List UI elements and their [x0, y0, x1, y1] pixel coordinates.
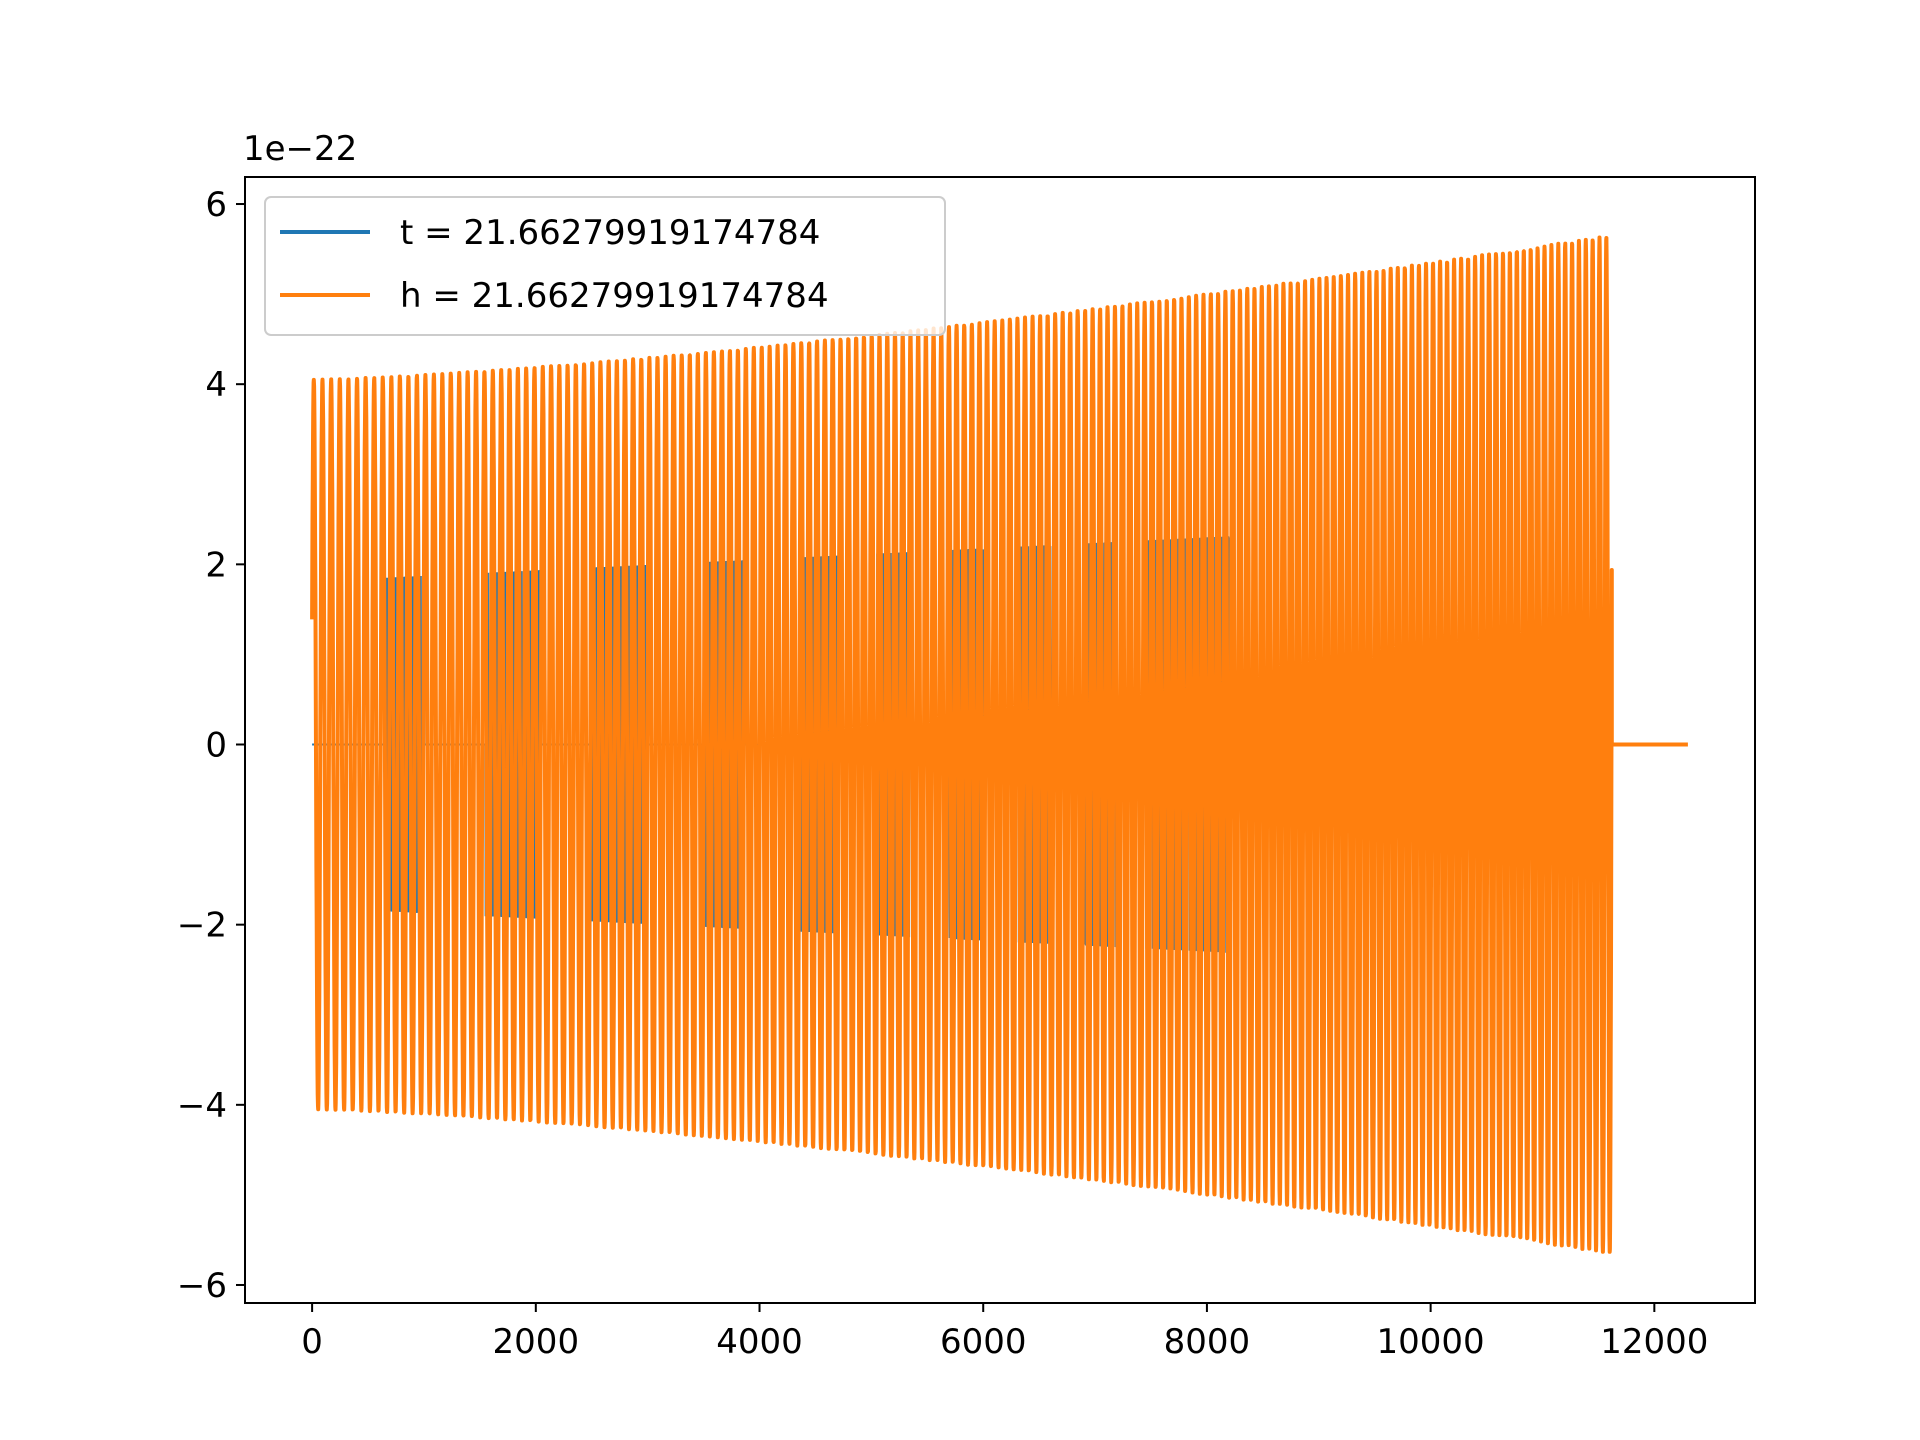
series-h-line — [310, 235, 1688, 1254]
y-tick-label: −4 — [177, 1086, 227, 1126]
x-tick-label: 4000 — [716, 1322, 803, 1362]
legend-label-t: t = 21.66279919174784 — [400, 213, 820, 253]
legend-frame — [264, 196, 946, 336]
axes-frame — [244, 176, 1756, 1304]
y-tick-label: 4 — [205, 365, 227, 405]
series-layer — [310, 235, 1688, 1254]
x-tick-label: 8000 — [1164, 1322, 1251, 1362]
y-offset-label: 1e−22 — [243, 129, 357, 169]
y-tick-label: 6 — [205, 185, 227, 225]
x-axis: 0 2000 4000 6000 8000 10000 12000 — [301, 1303, 1708, 1362]
x-tick-label: 2000 — [493, 1322, 580, 1362]
y-tick-label: −6 — [177, 1266, 227, 1306]
x-tick-label: 12000 — [1600, 1322, 1708, 1362]
y-axis: −6 −4 −2 0 2 4 6 — [177, 185, 245, 1306]
x-tick-label: 0 — [301, 1322, 323, 1362]
y-tick-label: 0 — [205, 726, 227, 766]
y-tick-label: 2 — [205, 545, 227, 585]
y-tick-label: −2 — [177, 906, 227, 946]
legend-label-h: h = 21.66279919174784 — [400, 276, 829, 316]
x-tick-label: 6000 — [940, 1322, 1027, 1362]
x-tick-label: 10000 — [1377, 1322, 1485, 1362]
legend: t = 21.66279919174784 h = 21.66279919174… — [264, 196, 946, 336]
